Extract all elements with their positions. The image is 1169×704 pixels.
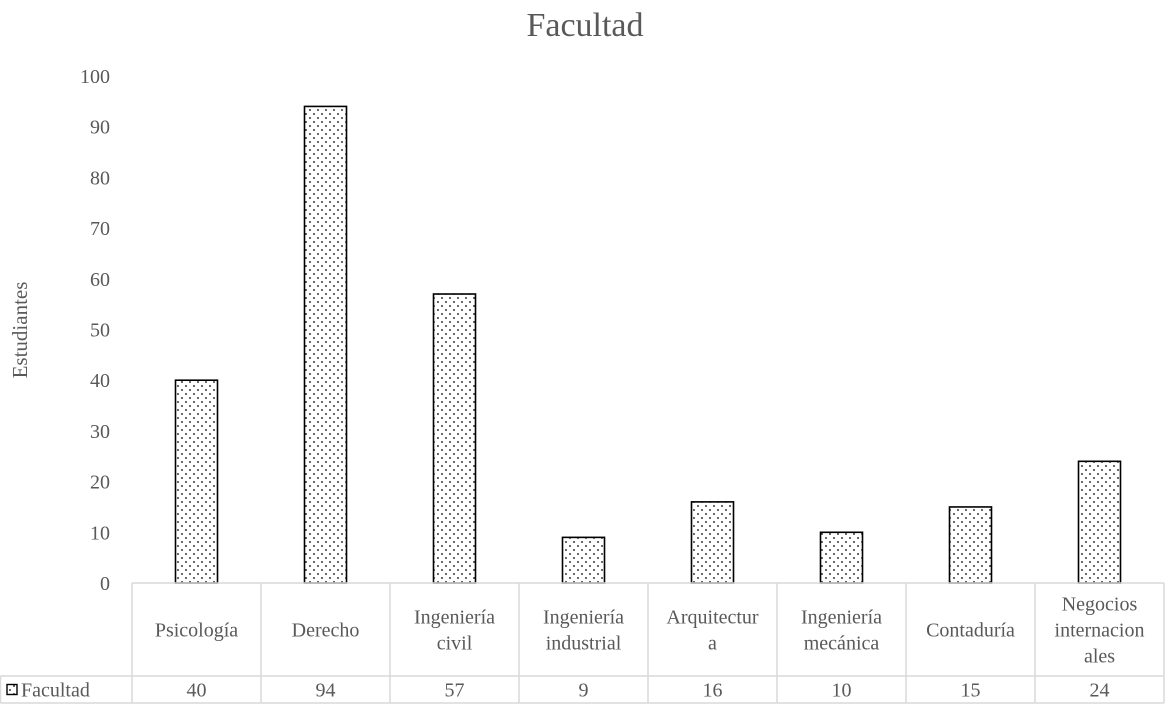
y-tick-label: 50 (90, 320, 110, 342)
category-label: mecánica (804, 633, 880, 655)
y-tick-label: 10 (90, 522, 110, 544)
bar (1077, 460, 1122, 584)
y-tick-label: 30 (90, 421, 110, 443)
category-label: Arquitectur (666, 607, 759, 629)
y-tick-label: 70 (90, 218, 110, 240)
data-value-label: 94 (316, 680, 336, 702)
category-label: ales (1084, 646, 1115, 668)
data-value-label: 10 (832, 680, 852, 702)
bar (432, 293, 477, 584)
category-label: Contaduría (926, 620, 1015, 642)
legend-swatch (6, 683, 18, 696)
category-label: internacion (1055, 620, 1145, 642)
data-value-label: 24 (1090, 680, 1110, 702)
data-value-label: 16 (703, 680, 723, 702)
y-tick-label: 60 (90, 269, 110, 291)
bars (174, 105, 1122, 584)
category-label: Ingeniería (543, 607, 624, 629)
bar (948, 506, 993, 584)
data-value-label: 9 (579, 680, 589, 702)
bar (819, 531, 864, 584)
category-label: Derecho (292, 620, 360, 642)
y-axis-label: Estudiantes (8, 282, 32, 379)
legend-label: Facultad (21, 680, 90, 702)
category-label: Ingeniería (414, 607, 495, 629)
data-value-label: 57 (445, 680, 465, 702)
data-table: Psicología Derecho Ingeniería civil Ingenier… (0, 582, 1165, 704)
y-tick-label: 20 (90, 472, 110, 494)
y-axis-ticks: 0 10 20 30 40 50 60 70 80 90 100 (80, 66, 110, 595)
chart-title: Facultad (526, 7, 643, 44)
y-tick-label: 100 (80, 66, 110, 88)
category-label: Negocios (1062, 594, 1138, 616)
category-label: Ingeniería (801, 607, 882, 629)
bar (561, 536, 606, 584)
category-label: civil (437, 633, 473, 655)
y-tick-label: 80 (90, 167, 110, 189)
bar (690, 501, 735, 584)
category-label: a (708, 633, 717, 655)
category-label: industrial (546, 633, 622, 655)
data-value-label: 40 (187, 680, 207, 702)
y-tick-label: 0 (100, 573, 110, 595)
y-tick-label: 90 (90, 117, 110, 139)
bar (303, 105, 348, 584)
data-value-label: 15 (961, 680, 981, 702)
y-tick-label: 40 (90, 370, 110, 392)
bar (174, 379, 219, 584)
category-label: Psicología (155, 620, 238, 642)
